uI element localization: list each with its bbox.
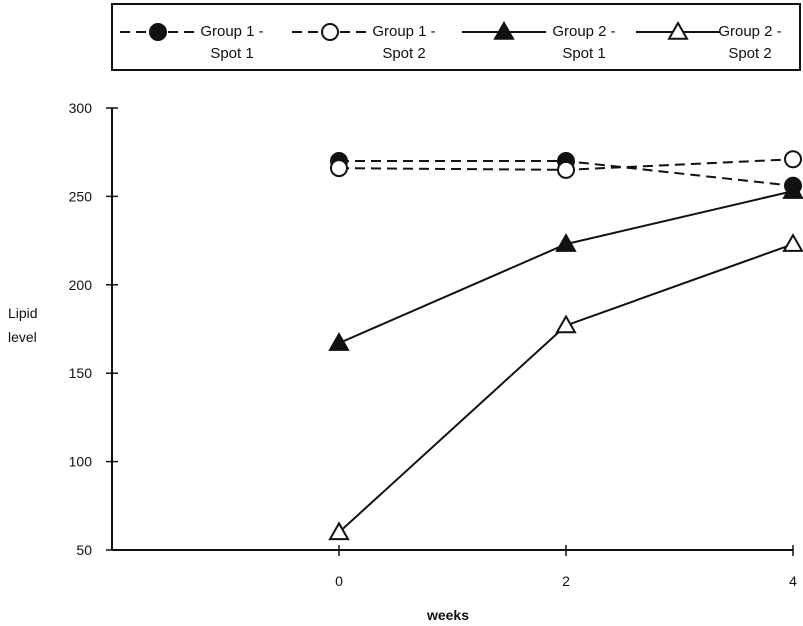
legend-entry-4: Group 2 -Spot 2 bbox=[636, 20, 782, 62]
y-tick-label: 300 bbox=[69, 100, 93, 116]
legend-label: Group 2 -Spot 2 bbox=[718, 23, 781, 62]
legend: Group 1 -Spot 1 Group 1 -Spot 2 Group 2 -S… bbox=[111, 3, 801, 71]
y-tick-label: 250 bbox=[69, 188, 93, 204]
y-tick-label: 150 bbox=[69, 365, 93, 381]
legend-marker bbox=[321, 23, 339, 41]
x-tick-label: 4 bbox=[789, 573, 797, 589]
y-axis-label-line-2: level bbox=[8, 329, 37, 345]
data-point bbox=[557, 160, 575, 179]
y-tick-label: 50 bbox=[76, 542, 92, 558]
axes: 50 100 150 200 250 300 0 2 4 bbox=[69, 100, 797, 589]
x-tick-label: 2 bbox=[562, 573, 570, 589]
legend-marker bbox=[493, 20, 515, 40]
series-3 bbox=[328, 180, 803, 351]
legend-entry-3: Group 2 -Spot 1 bbox=[462, 20, 616, 62]
data-point bbox=[784, 150, 802, 169]
y-tick-label: 100 bbox=[69, 454, 93, 470]
data-point bbox=[782, 180, 803, 199]
x-axis-label: weeks bbox=[426, 607, 469, 623]
series-2 bbox=[330, 150, 802, 179]
data-point bbox=[555, 233, 577, 252]
data-point bbox=[330, 159, 348, 178]
series-line bbox=[338, 243, 794, 534]
data-point bbox=[328, 332, 350, 351]
legend-entry-2: Group 1 -Spot 2 bbox=[292, 23, 436, 62]
legend-label: Group 2 -Spot 1 bbox=[552, 23, 615, 62]
series-4 bbox=[328, 233, 803, 541]
data-point bbox=[555, 314, 577, 334]
legend-label: Group 1 -Spot 2 bbox=[372, 23, 435, 62]
data-point bbox=[782, 233, 803, 252]
legend-entry-1: Group 1 -Spot 1 bbox=[120, 23, 264, 62]
y-axis-label-line-1: Lipid bbox=[8, 305, 38, 321]
legend-marker bbox=[667, 20, 689, 40]
legend-label: Group 1 -Spot 1 bbox=[200, 23, 263, 62]
data-point bbox=[328, 521, 350, 541]
series-layer bbox=[328, 150, 803, 541]
legend-marker bbox=[149, 23, 167, 41]
x-tick-label: 0 bbox=[335, 573, 343, 589]
y-tick-label: 200 bbox=[69, 277, 93, 293]
